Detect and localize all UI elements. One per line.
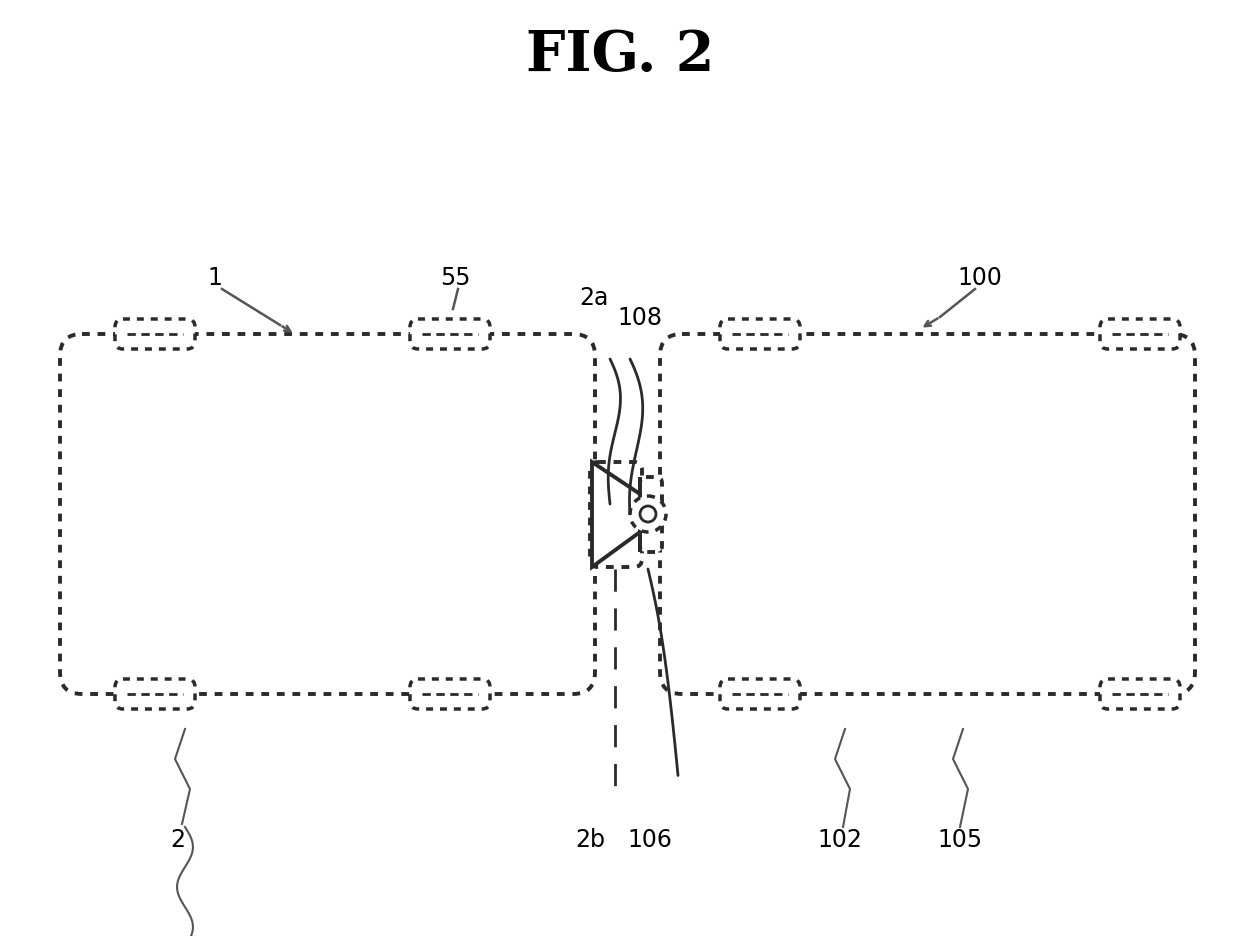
Text: 2: 2 [171,827,186,851]
FancyBboxPatch shape [640,477,662,552]
FancyBboxPatch shape [1100,680,1180,709]
FancyBboxPatch shape [720,320,800,350]
FancyBboxPatch shape [590,462,642,567]
FancyBboxPatch shape [115,320,195,350]
Circle shape [630,496,666,533]
Text: 100: 100 [957,266,1002,289]
Text: 106: 106 [627,827,672,851]
Text: 55: 55 [440,266,470,289]
FancyBboxPatch shape [720,680,800,709]
Text: 105: 105 [937,827,982,851]
FancyBboxPatch shape [115,680,195,709]
Text: 2a: 2a [579,285,609,310]
Text: 2b: 2b [575,827,605,851]
FancyBboxPatch shape [410,320,490,350]
Text: FIG. 2: FIG. 2 [526,27,714,82]
FancyBboxPatch shape [660,335,1195,695]
FancyBboxPatch shape [410,680,490,709]
Polygon shape [591,462,640,567]
Circle shape [640,506,656,522]
FancyBboxPatch shape [60,335,595,695]
FancyBboxPatch shape [1100,320,1180,350]
Text: 102: 102 [817,827,863,851]
Text: 1: 1 [207,266,222,289]
Text: 108: 108 [618,306,662,329]
